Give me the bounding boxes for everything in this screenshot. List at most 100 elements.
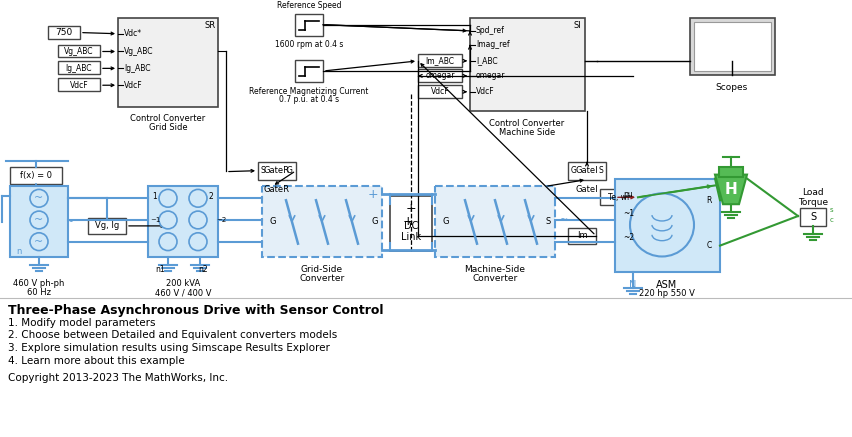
Circle shape xyxy=(30,189,48,207)
Text: G: G xyxy=(270,218,277,226)
Text: +: + xyxy=(367,188,378,201)
Text: Link: Link xyxy=(401,232,421,242)
Text: SR: SR xyxy=(204,21,216,30)
Text: Ig_ABC: Ig_ABC xyxy=(66,64,92,73)
Text: Control Converter: Control Converter xyxy=(130,114,205,123)
Text: 460 V ph-ph: 460 V ph-ph xyxy=(14,279,65,288)
Text: G: G xyxy=(371,218,378,226)
Bar xyxy=(690,18,775,75)
Bar xyxy=(88,218,126,234)
Bar xyxy=(568,162,606,180)
Text: Ig_ABC: Ig_ABC xyxy=(124,64,151,73)
Text: S: S xyxy=(810,212,816,222)
Bar xyxy=(694,22,771,71)
Text: G: G xyxy=(443,218,450,226)
Text: ~1: ~1 xyxy=(150,217,160,223)
Text: Three-Phase Asynchronous Drive with Sensor Control: Three-Phase Asynchronous Drive with Sens… xyxy=(8,304,383,317)
Text: C: C xyxy=(707,241,712,250)
Text: G: G xyxy=(571,166,577,175)
Circle shape xyxy=(159,211,177,229)
Text: GateR: GateR xyxy=(264,166,290,175)
Bar xyxy=(615,179,720,272)
Bar xyxy=(418,85,462,98)
Text: omegar: omegar xyxy=(425,71,455,80)
Bar xyxy=(10,166,62,184)
Text: Scopes: Scopes xyxy=(716,83,748,92)
Bar xyxy=(10,187,68,257)
Text: n: n xyxy=(16,247,21,256)
Text: 2. Choose between Detailed and Equivalent converters models: 2. Choose between Detailed and Equivalen… xyxy=(8,330,337,340)
Circle shape xyxy=(630,193,694,257)
Text: pu: pu xyxy=(623,190,633,199)
Circle shape xyxy=(159,233,177,250)
Bar xyxy=(48,26,80,39)
Text: Reference Speed: Reference Speed xyxy=(277,1,342,10)
Circle shape xyxy=(189,233,207,250)
Text: Reference Magnetizing Current: Reference Magnetizing Current xyxy=(250,87,369,96)
Text: Control Converter: Control Converter xyxy=(489,119,565,128)
Bar xyxy=(418,54,462,67)
Text: SI: SI xyxy=(573,21,581,30)
Text: Spd_ref: Spd_ref xyxy=(476,26,505,35)
Text: +: + xyxy=(403,215,413,229)
Text: Machine Side: Machine Side xyxy=(499,128,556,137)
Text: +: + xyxy=(406,201,417,215)
Bar xyxy=(568,228,596,244)
Text: Grid-Side: Grid-Side xyxy=(301,265,343,274)
Text: GateI: GateI xyxy=(576,166,598,175)
Text: Im_ABC: Im_ABC xyxy=(425,56,454,66)
Text: ~1: ~1 xyxy=(623,208,634,218)
Bar xyxy=(418,69,462,82)
Text: Vg, Ig: Vg, Ig xyxy=(95,222,119,230)
Text: ~: ~ xyxy=(34,237,43,246)
Text: Vdc*: Vdc* xyxy=(124,29,142,38)
Circle shape xyxy=(30,233,48,250)
Text: ~: ~ xyxy=(66,217,74,227)
Text: H: H xyxy=(724,182,737,197)
Text: 750: 750 xyxy=(55,28,72,37)
Text: omegar: omegar xyxy=(476,71,505,80)
Text: 60 Hz: 60 Hz xyxy=(27,288,51,297)
Text: ~2: ~2 xyxy=(623,233,634,242)
Text: ~: ~ xyxy=(34,215,43,225)
Text: DC: DC xyxy=(404,221,418,231)
Text: Vg_ABC: Vg_ABC xyxy=(124,47,153,56)
Text: N: N xyxy=(630,280,636,290)
Bar xyxy=(719,166,743,177)
Text: Vg_ABC: Vg_ABC xyxy=(64,47,94,56)
Text: n1: n1 xyxy=(155,265,164,274)
Text: 2: 2 xyxy=(209,192,213,201)
Text: 460 V / 400 V: 460 V / 400 V xyxy=(155,288,211,297)
Text: GateI: GateI xyxy=(576,185,598,194)
Text: I_ABC: I_ABC xyxy=(476,56,498,66)
Bar xyxy=(295,60,323,82)
Polygon shape xyxy=(715,175,747,204)
Text: c: c xyxy=(830,217,834,223)
Text: 4. Learn more about this example: 4. Learn more about this example xyxy=(8,356,185,366)
Text: ~: ~ xyxy=(34,193,43,203)
Bar xyxy=(262,187,382,257)
Bar xyxy=(600,189,638,205)
Text: 3. Explore simulation results using Simscape Results Explorer: 3. Explore simulation results using Sims… xyxy=(8,343,330,353)
Circle shape xyxy=(30,211,48,229)
Text: R: R xyxy=(706,196,712,205)
Text: ASM: ASM xyxy=(656,280,677,290)
Text: Te, wr: Te, wr xyxy=(607,193,630,202)
Text: n2: n2 xyxy=(199,265,208,274)
Text: 200 kVA: 200 kVA xyxy=(166,279,200,288)
Bar xyxy=(58,78,100,91)
Bar xyxy=(470,18,585,111)
Bar xyxy=(295,14,323,35)
Circle shape xyxy=(189,211,207,229)
Text: Converter: Converter xyxy=(299,274,344,283)
Text: S: S xyxy=(598,166,603,175)
Text: 220 hp 550 V: 220 hp 550 V xyxy=(639,289,695,298)
Bar xyxy=(118,18,218,107)
Text: S: S xyxy=(546,218,551,226)
Text: ~2: ~2 xyxy=(216,217,227,223)
Text: Machine-Side: Machine-Side xyxy=(464,265,526,274)
Text: VdcF: VdcF xyxy=(124,81,142,90)
Text: 1. Modify model parameters: 1. Modify model parameters xyxy=(8,318,156,328)
Text: S: S xyxy=(261,166,266,175)
Circle shape xyxy=(189,189,207,207)
